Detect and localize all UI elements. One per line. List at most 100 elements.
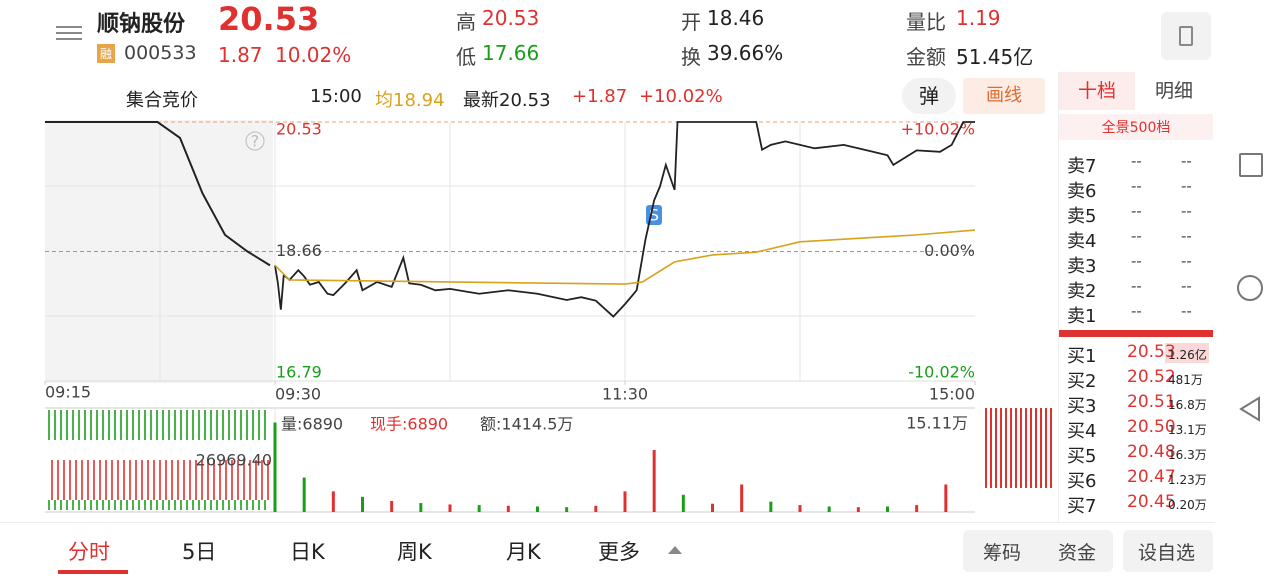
tab[interactable]: 周K [397, 540, 432, 564]
tab-indicator [58, 570, 128, 574]
ask-price: -- [1131, 152, 1142, 170]
volume-bar [448, 504, 452, 512]
bid-label: 买6 [1067, 471, 1097, 492]
tab-active[interactable]: 十档 [1059, 72, 1135, 110]
nav-back[interactable] [1238, 396, 1262, 422]
info-change: +1.87 [572, 86, 628, 107]
x-tick-label: 11:30 [602, 385, 648, 404]
nav-home[interactable] [1237, 275, 1263, 301]
tab[interactable]: 5日 [182, 540, 217, 564]
tab[interactable]: 日K [290, 540, 325, 564]
svg-text:S: S [649, 206, 659, 225]
volume-bar [769, 501, 773, 512]
price-line [274, 121, 975, 318]
readout-hand: 现手:6890 [370, 415, 448, 434]
y-tick-label: 20.53 [276, 120, 322, 139]
auction-volume-label: 26969.40 [196, 451, 272, 470]
pop-button[interactable]: 弹 [902, 78, 956, 114]
volume-bar [273, 422, 277, 512]
ask-label: 卖3 [1067, 256, 1097, 277]
pct-tick-label: -10.02% [908, 363, 975, 382]
stat-label: 量比 [906, 10, 946, 34]
bid-label: 买5 [1067, 446, 1097, 467]
pct-tick-label: 0.00% [924, 241, 975, 260]
x-tick-label: 09:15 [45, 383, 91, 402]
volume-bar [856, 507, 860, 512]
svg-text:?: ? [251, 132, 260, 151]
bid-price: 20.50 [1127, 417, 1176, 437]
volume-bar [798, 505, 802, 512]
volume-bar [827, 506, 831, 512]
volume-bg [1165, 343, 1209, 363]
ask-label: 卖1 [1067, 306, 1097, 327]
signal-badge: S [646, 205, 662, 225]
y-tick-label: 18.66 [276, 241, 322, 260]
bid-volume: 16.3万 [1168, 448, 1207, 462]
help-icon[interactable] [245, 131, 265, 151]
price: 20.53 [218, 0, 320, 38]
bid-volume: 481万 [1168, 373, 1203, 387]
ask-price: -- [1131, 202, 1142, 220]
bid-volume: 13.1万 [1168, 423, 1207, 437]
more-arrow[interactable] [668, 546, 682, 554]
volume-bar [915, 505, 919, 512]
time: 15:00 [310, 86, 362, 107]
volume-bar [331, 491, 335, 512]
action-button[interactable]: 设自选 [1138, 542, 1196, 564]
order-book: 十档 明细 全景500档 卖7 -- -- 卖6 -- -- 卖5 -- -- 卖4 -- -- 卖3 -… [1058, 72, 1213, 522]
bid-price: 20.52 [1127, 367, 1176, 387]
ask-price: -- [1131, 252, 1142, 270]
tab[interactable]: 月K [506, 540, 541, 564]
volume-bar [565, 507, 569, 512]
bid-label: 买4 [1067, 421, 1097, 442]
action-button[interactable]: 资金 [1058, 542, 1097, 564]
price-line [45, 121, 271, 267]
stat-value: 1.19 [956, 6, 1001, 30]
tab[interactable]: 明细 [1154, 80, 1193, 102]
action-button[interactable]: 筹码 [983, 542, 1022, 564]
stock-name: 顺钠股份 [97, 12, 186, 37]
volume-bar [740, 484, 744, 512]
bid-label: 买7 [1067, 496, 1097, 517]
ask-price: -- [1131, 277, 1142, 295]
volume-bar [594, 505, 598, 512]
nav-recent[interactable] [1239, 153, 1263, 177]
readout-vol: 量:6890 [281, 415, 343, 434]
price-line [274, 229, 976, 285]
change: 1.87 [218, 43, 263, 67]
stat-value: 51.45亿 [956, 45, 1034, 69]
panorama[interactable]: 全景500档 [1059, 114, 1213, 140]
volume-bar [477, 505, 481, 512]
bid-price: 20.48 [1127, 442, 1176, 462]
ask-label: 卖7 [1067, 156, 1097, 177]
volume-bar [623, 491, 627, 512]
stat-label: 高 [456, 10, 476, 34]
volume-bar [652, 450, 656, 512]
latest: 最新20.53 [463, 90, 551, 111]
device-button[interactable] [1161, 12, 1211, 60]
stat-label: 低 [456, 45, 476, 69]
stat-value: 39.66% [707, 41, 784, 65]
ask-label: 卖4 [1067, 231, 1097, 252]
x-tick-label: 09:30 [275, 385, 321, 404]
draw-button[interactable]: 画线 [963, 78, 1045, 114]
bid-label: 买1 [1067, 346, 1097, 367]
bid-volume: 0.20万 [1168, 498, 1207, 512]
ask-label: 卖6 [1067, 181, 1097, 202]
stat-value: 17.66 [482, 41, 540, 65]
stat-label: 换 [681, 45, 701, 69]
stat-value: 20.53 [482, 6, 540, 30]
y-tick-label: 16.79 [276, 363, 322, 382]
tab[interactable]: 分时 [68, 540, 110, 564]
menu-icon[interactable] [56, 22, 82, 44]
bid-label: 买3 [1067, 396, 1097, 417]
badge: 融 [97, 44, 116, 63]
ask-price: -- [1131, 177, 1142, 195]
ask-volume: -- [1181, 227, 1192, 245]
tab[interactable]: 更多 [598, 540, 640, 564]
ask-price: -- [1131, 302, 1142, 320]
ask-volume: -- [1181, 252, 1192, 270]
volume-tick-label: 15.11万 [906, 414, 968, 433]
